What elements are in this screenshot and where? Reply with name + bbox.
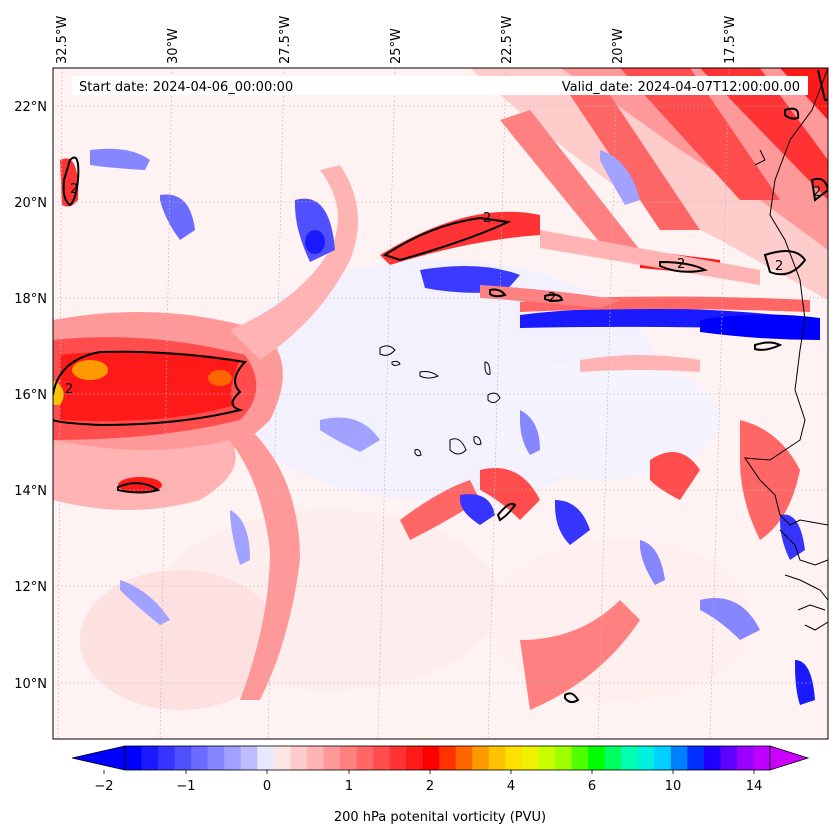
lat-label: 12°N bbox=[14, 580, 47, 595]
colorbar-cell bbox=[389, 746, 407, 770]
colorbar-cell bbox=[174, 746, 192, 770]
pv-field-west-anomaly bbox=[53, 158, 283, 510]
colorbar-cell bbox=[571, 746, 589, 770]
map-panel: 2 2 2 2 2 2 2 bbox=[53, 68, 828, 739]
contour-label: 2 bbox=[813, 185, 821, 200]
contour-label: 2 bbox=[548, 291, 556, 306]
lat-label: 18°N bbox=[14, 292, 47, 307]
colorbar-cell bbox=[224, 746, 242, 770]
lat-label: 16°N bbox=[14, 388, 47, 403]
colorbar-title: 200 hPa potenital vorticity (PVU) bbox=[334, 810, 546, 825]
colorbar-frame bbox=[124, 745, 771, 771]
colorbar-cell bbox=[191, 746, 209, 770]
colorbar-tick-label: −2 bbox=[94, 779, 113, 794]
colorbar-max-arrow bbox=[769, 745, 810, 771]
colorbar-cell bbox=[125, 746, 142, 770]
colorbar-min-arrow bbox=[71, 745, 126, 771]
colorbar-tick-label: 10 bbox=[665, 779, 682, 794]
colorbar-tick-label: 4 bbox=[507, 779, 515, 794]
lon-label: 32.5°W bbox=[55, 16, 70, 64]
colorbar-cell bbox=[323, 746, 341, 770]
colorbar-tick-label: 6 bbox=[588, 779, 596, 794]
lon-label: 25°W bbox=[389, 28, 404, 64]
contour-label: 2 bbox=[65, 382, 73, 397]
colorbar-cell bbox=[373, 746, 391, 770]
colorbar-cell bbox=[687, 746, 705, 770]
pv-contour-labels: 2 2 2 2 2 2 2 bbox=[65, 182, 821, 397]
colorbar-cell bbox=[753, 746, 771, 770]
colorbar: −2 −1 0 1 2 4 6 10 14 200 hPa potenital … bbox=[71, 745, 810, 825]
colorbar-cell bbox=[356, 746, 374, 770]
colorbar-cell bbox=[472, 746, 490, 770]
contour-label: 2 bbox=[677, 257, 685, 272]
colorbar-cell bbox=[273, 746, 291, 770]
lat-label: 14°N bbox=[14, 484, 47, 499]
colorbar-cell bbox=[621, 746, 639, 770]
lon-label: 20°W bbox=[611, 28, 626, 64]
colorbar-tick-label: −1 bbox=[176, 779, 195, 794]
contour-label: 2 bbox=[70, 182, 78, 197]
pv-field-blue-anomalies bbox=[90, 148, 815, 705]
colorbar-tick-label: 0 bbox=[263, 779, 271, 794]
pv-2-contours bbox=[53, 69, 828, 704]
lon-label: 22.5°W bbox=[500, 16, 515, 64]
colorbar-cell bbox=[340, 746, 357, 770]
colorbar-ticks bbox=[103, 770, 755, 774]
colorbar-cell bbox=[588, 746, 606, 770]
colorbar-cell bbox=[703, 746, 721, 770]
colorbar-cell bbox=[670, 746, 688, 770]
lat-label: 22°N bbox=[14, 100, 47, 115]
colorbar-cell bbox=[406, 746, 424, 770]
colorbar-tick-label: 2 bbox=[426, 779, 434, 794]
colorbar-cell bbox=[455, 746, 473, 770]
colorbar-cell bbox=[720, 746, 738, 770]
colorbar-cell bbox=[604, 746, 622, 770]
contour-label: 2 bbox=[775, 259, 783, 274]
colorbar-cell bbox=[439, 746, 457, 770]
colorbar-cell bbox=[538, 746, 556, 770]
colorbar-cell bbox=[290, 746, 308, 770]
contour-label: 2 bbox=[483, 211, 491, 226]
colorbar-cell bbox=[422, 746, 440, 770]
colorbar-cell bbox=[207, 746, 225, 770]
colorbar-tick-label: 1 bbox=[345, 779, 353, 794]
lat-label: 20°N bbox=[14, 196, 47, 211]
lat-label: 10°N bbox=[14, 677, 47, 692]
colorbar-cell bbox=[555, 746, 572, 770]
colorbar-cell bbox=[736, 746, 754, 770]
colorbar-cell bbox=[141, 746, 159, 770]
colorbar-cells bbox=[125, 746, 771, 770]
latitude-labels: 22°N 20°N 18°N 16°N 14°N 12°N 10°N bbox=[14, 100, 47, 692]
colorbar-cell bbox=[488, 746, 506, 770]
lon-label: 17.5°W bbox=[723, 16, 738, 64]
colorbar-cell bbox=[654, 746, 672, 770]
colorbar-cell bbox=[505, 746, 523, 770]
colorbar-cell bbox=[637, 746, 655, 770]
colorbar-cell bbox=[306, 746, 324, 770]
map-frame bbox=[52, 67, 829, 740]
colorbar-cell bbox=[257, 746, 275, 770]
colorbar-cell bbox=[521, 746, 539, 770]
colorbar-cell bbox=[158, 746, 176, 770]
map-gridlines bbox=[53, 68, 828, 739]
valid-date-label: Valid_date: 2024-04-07T12:00:00.00 bbox=[562, 80, 800, 95]
start-date-label: Start date: 2024-04-06_00:00:00 bbox=[79, 80, 293, 95]
colorbar-tick-label: 14 bbox=[746, 779, 763, 794]
longitude-labels: 32.5°W 30°W 27.5°W 25°W 22.5°W 20°W 17.5… bbox=[55, 16, 738, 64]
lon-label: 27.5°W bbox=[278, 16, 293, 64]
lon-label: 30°W bbox=[166, 28, 181, 64]
colorbar-tick-labels: −2 −1 0 1 2 4 6 10 14 bbox=[94, 779, 762, 794]
coastlines bbox=[379, 68, 828, 631]
date-header-box bbox=[72, 76, 808, 95]
colorbar-cell bbox=[240, 746, 258, 770]
